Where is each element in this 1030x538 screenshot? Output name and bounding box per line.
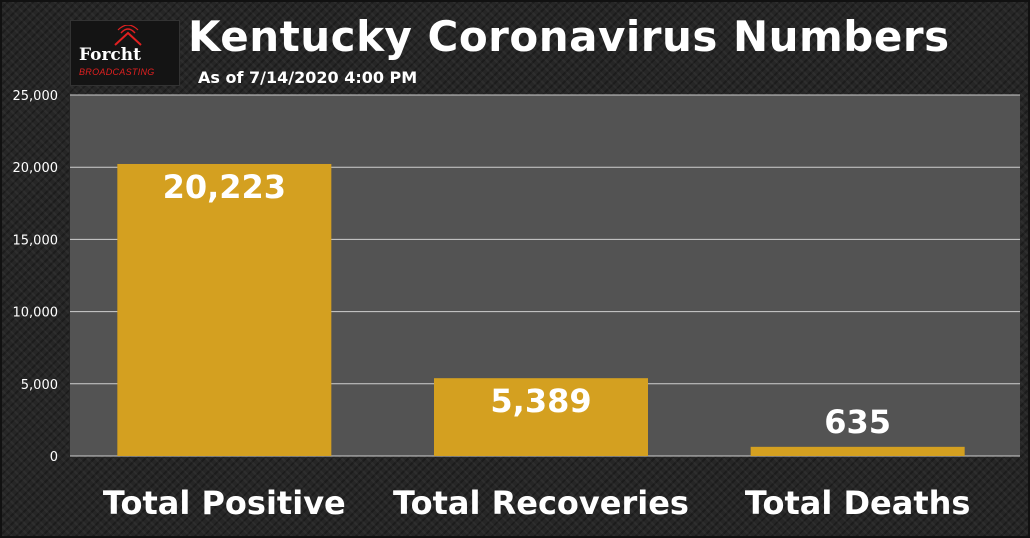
category-label: Total Deaths <box>745 484 971 522</box>
category-label: Total Recoveries <box>393 484 689 522</box>
data-labels: 20,223 5,389 635 <box>163 168 891 441</box>
bars <box>117 163 965 457</box>
category-labels: Total Positive Total Recoveries Total Deat… <box>103 484 971 522</box>
y-tick-label: 5,000 <box>21 378 58 393</box>
category-label: Total Positive <box>103 484 346 522</box>
bar <box>117 163 332 457</box>
logo-subtitle: BROADCASTING <box>79 67 155 77</box>
data-label: 5,389 <box>490 382 591 420</box>
y-tick-label: 20,000 <box>13 161 59 176</box>
data-label: 20,223 <box>163 168 286 206</box>
y-tick-label: 10,000 <box>13 306 59 321</box>
y-axis-ticks: 0 5,000 10,000 15,000 20,000 25,000 <box>13 89 59 465</box>
bar <box>434 378 648 456</box>
logo-name: Forcht <box>79 45 141 65</box>
forcht-broadcasting-logo: Forcht BROADCASTING <box>70 20 180 86</box>
y-tick-label: 25,000 <box>13 89 59 104</box>
chart-subtitle: As of 7/14/2020 4:00 PM <box>198 68 418 87</box>
data-label: 635 <box>824 403 891 441</box>
y-tick-label: 15,000 <box>13 233 59 248</box>
chart-title: Kentucky Coronavirus Numbers <box>188 12 950 61</box>
bar <box>750 446 965 456</box>
house-signal-icon <box>114 25 142 46</box>
y-tick-label: 0 <box>50 450 58 465</box>
